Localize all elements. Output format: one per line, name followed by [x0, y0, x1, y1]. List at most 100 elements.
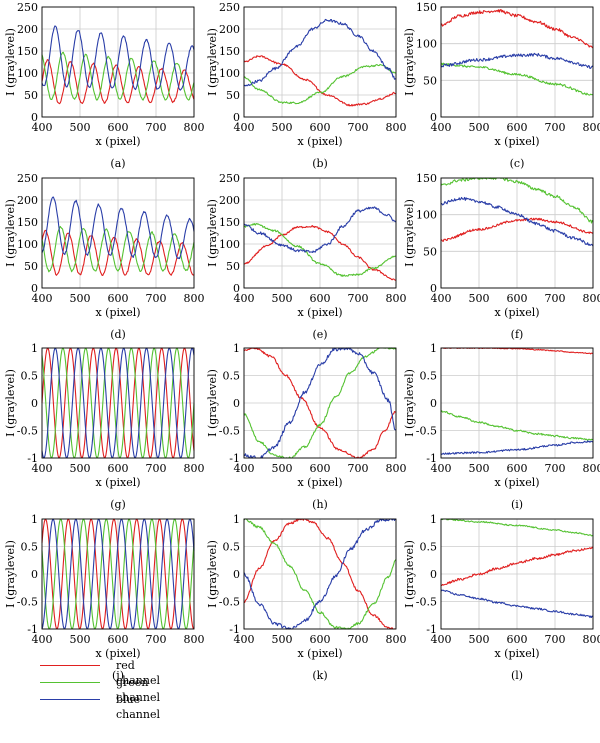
panel-caption: (b) [312, 157, 328, 170]
y-axis-label: I (graylevel) [4, 199, 17, 267]
x-tick-label: 800 [184, 462, 205, 475]
y-axis-label: I (graylevel) [206, 540, 219, 608]
y-axis-label: I (graylevel) [403, 369, 416, 437]
y-tick-label: -0.5 [17, 425, 38, 438]
panel-caption: (g) [110, 498, 126, 511]
y-tick-label: 200 [17, 23, 38, 36]
y-tick-label: -0.5 [416, 425, 437, 438]
series-line-green [41, 347, 195, 459]
y-tick-label: 0.5 [21, 370, 39, 383]
series-line-red [41, 518, 195, 630]
series-line-blue [41, 25, 195, 91]
x-axis-label: x (pixel) [297, 647, 342, 660]
series-line-green [243, 222, 397, 277]
y-tick-label: 50 [24, 260, 38, 273]
series-line-blue [243, 518, 397, 630]
x-tick-label: 700 [348, 121, 369, 134]
y-tick-label: -1 [27, 452, 38, 465]
x-tick-label: 800 [184, 633, 205, 646]
y-tick-label: -0.5 [219, 425, 240, 438]
y-axis-label: I (graylevel) [403, 28, 416, 96]
y-tick-label: 250 [219, 172, 240, 185]
x-tick-label: 400 [32, 121, 53, 134]
plot-frame [440, 518, 594, 630]
panel-k: -1 -0.5 0 0.5 1 400 500 600 700 800 x (pixel) I (gr… [206, 513, 407, 682]
y-tick-label: 0 [430, 282, 437, 295]
y-tick-label: 1 [430, 342, 437, 355]
panel-caption: (h) [312, 498, 328, 511]
x-tick-label: 500 [272, 633, 293, 646]
series-line-blue [440, 440, 594, 455]
plot-frame [243, 518, 397, 630]
series-line-red [41, 229, 195, 276]
y-axis-label: I (graylevel) [4, 369, 17, 437]
y-tick-label: 100 [17, 238, 38, 251]
x-tick-label: 800 [386, 633, 407, 646]
y-tick-label: 100 [219, 67, 240, 80]
plot-frame [440, 347, 594, 459]
y-axis-label: I (graylevel) [4, 28, 17, 96]
series-line-blue [243, 347, 397, 459]
x-tick-label: 800 [583, 121, 600, 134]
y-tick-label: 0.5 [21, 541, 39, 554]
x-tick-label: 700 [545, 633, 566, 646]
series-line-blue [243, 18, 397, 87]
x-tick-label: 400 [32, 292, 53, 305]
x-tick-label: 600 [507, 121, 528, 134]
series-line-green [440, 518, 594, 537]
x-tick-label: 700 [545, 462, 566, 475]
panel-caption: (i) [511, 498, 523, 511]
x-tick-label: 600 [108, 462, 129, 475]
y-tick-label: 1 [430, 513, 437, 526]
panel-caption: (e) [312, 328, 327, 341]
legend-swatch-blue [40, 699, 100, 700]
y-tick-label: 100 [416, 38, 437, 51]
x-tick-label: 700 [348, 462, 369, 475]
y-tick-label: 0.5 [223, 541, 241, 554]
x-tick-label: 400 [431, 462, 452, 475]
panel-a: 0 50 100 150 200 250 400 500 600 700 800 x (pixel) I… [4, 1, 205, 170]
x-tick-label: 800 [583, 633, 600, 646]
x-axis-label: x (pixel) [494, 476, 539, 489]
panel-caption: (d) [110, 328, 126, 341]
x-tick-label: 800 [184, 121, 205, 134]
series-line-red [440, 217, 594, 242]
x-tick-label: 500 [272, 292, 293, 305]
y-tick-label: 200 [17, 194, 38, 207]
y-axis-label: I (graylevel) [206, 369, 219, 437]
panel-caption: (c) [510, 157, 525, 170]
y-tick-label: 250 [219, 1, 240, 14]
y-tick-label: 0 [31, 568, 38, 581]
x-tick-label: 400 [431, 633, 452, 646]
x-tick-label: 800 [583, 462, 600, 475]
panel-j: -1 -0.5 0 0.5 1 400 500 600 700 800 x (pixel) I (gr… [4, 513, 205, 682]
x-tick-label: 500 [70, 121, 91, 134]
plot-frame [41, 6, 195, 118]
series-line-green [41, 225, 195, 273]
x-axis-label: x (pixel) [494, 306, 539, 319]
y-tick-label: 50 [24, 89, 38, 102]
y-axis-label: I (graylevel) [403, 540, 416, 608]
panel-h: -1 -0.5 0 0.5 1 400 500 600 700 800 x (pixel) I (gr… [206, 342, 407, 511]
x-axis-label: x (pixel) [297, 306, 342, 319]
legend-label-blue: blue channel [116, 693, 160, 721]
plot-frame [243, 177, 397, 289]
x-tick-label: 700 [348, 292, 369, 305]
series-line-red [243, 347, 397, 459]
x-tick-label: 700 [545, 292, 566, 305]
x-axis-label: x (pixel) [95, 135, 140, 148]
y-tick-label: 150 [219, 216, 240, 229]
x-axis-label: x (pixel) [95, 306, 140, 319]
y-tick-label: 0 [233, 397, 240, 410]
series-line-red [440, 546, 594, 587]
x-tick-label: 800 [583, 292, 600, 305]
panel-caption: (k) [312, 669, 327, 682]
x-tick-label: 500 [70, 292, 91, 305]
x-axis-label: x (pixel) [297, 476, 342, 489]
x-tick-label: 400 [234, 121, 255, 134]
x-tick-label: 500 [469, 462, 490, 475]
plot-frame [41, 518, 195, 630]
x-tick-label: 700 [545, 121, 566, 134]
y-tick-label: 1 [233, 342, 240, 355]
panel-caption: (j) [112, 669, 124, 682]
